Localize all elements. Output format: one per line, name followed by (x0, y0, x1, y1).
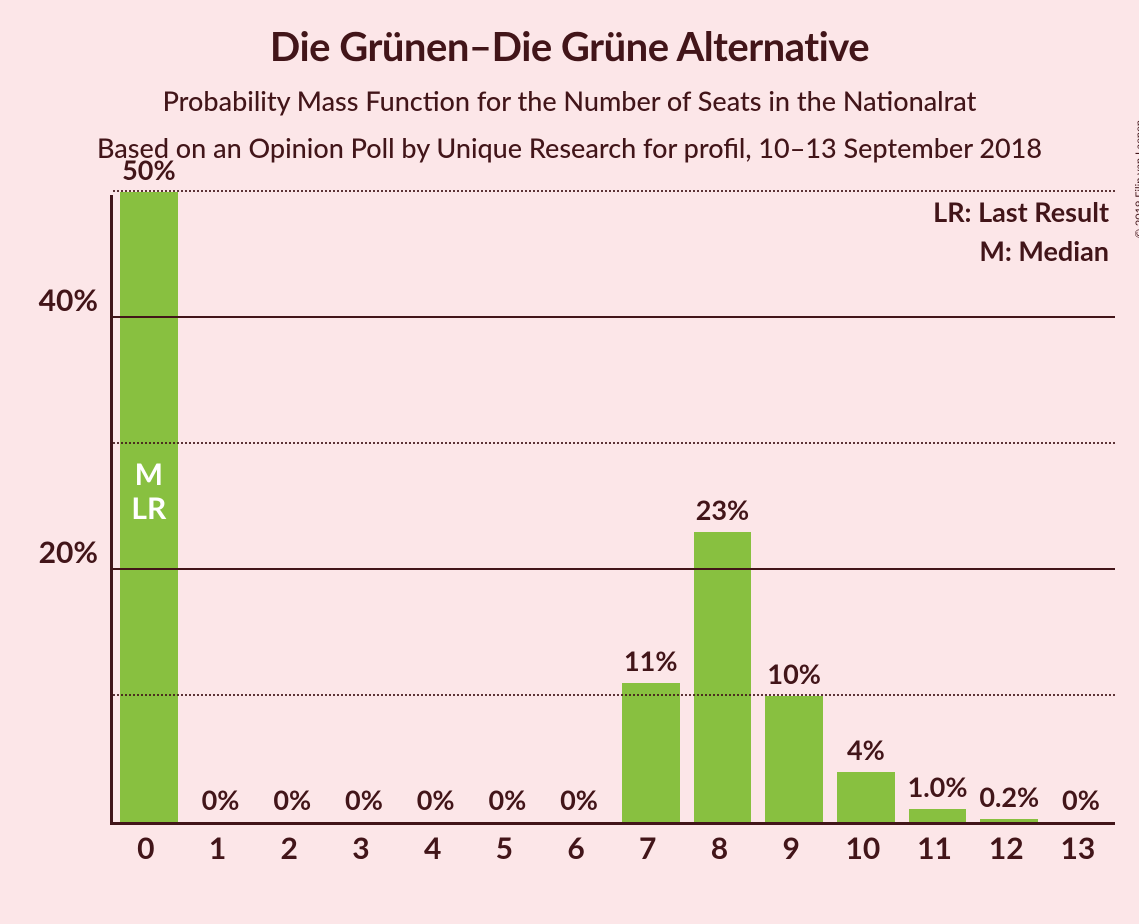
bar-slot: 0% (400, 192, 472, 822)
bar-slot: 0.2% (973, 192, 1045, 822)
bar-slot: 0% (543, 192, 615, 822)
x-tick-label: 8 (684, 830, 756, 866)
x-tick-label: 13 (1042, 830, 1114, 866)
x-tick-label: 4 (397, 830, 469, 866)
bar-slot: 0% (256, 192, 328, 822)
bar-slot: 11% (615, 192, 687, 822)
x-tick-label: 11 (899, 830, 971, 866)
x-tick-label: 3 (325, 830, 397, 866)
in-bar-marker: MLR (113, 457, 185, 526)
x-tick-label: 10 (827, 830, 899, 866)
x-tick-label: 5 (469, 830, 541, 866)
bar-slot: 10% (758, 192, 830, 822)
bar-value-label: 0% (1038, 783, 1124, 822)
bar (980, 819, 1038, 822)
bar-slot: 50%MLR (113, 192, 185, 822)
bar-value-label: 4% (823, 733, 909, 772)
chart-area: 20%40% 50%MLR0%0%0%0%0%0%11%23%10%4%1.0%… (30, 195, 1115, 895)
plot-area: 50%MLR0%0%0%0%0%0%11%23%10%4%1.0%0.2%0% (110, 195, 1115, 825)
gridline-minor (113, 442, 1115, 444)
copyright-text: © 2019 Filip van Laenen (1133, 120, 1139, 238)
gridline-major (113, 568, 1115, 570)
y-tick-label: 20% (39, 534, 98, 570)
bar (837, 772, 895, 822)
x-tick-label: 1 (182, 830, 254, 866)
bar-value-label: 50% (106, 153, 192, 192)
x-tick-label: 0 (110, 830, 182, 866)
bar (909, 809, 967, 822)
x-tick-label: 7 (612, 830, 684, 866)
chart-title: Die Grünen–Die Grüne Alternative (0, 22, 1139, 70)
bar (622, 683, 680, 822)
bar-slot: 4% (830, 192, 902, 822)
bar-value-label: 23% (679, 493, 765, 532)
x-tick-label: 6 (540, 830, 612, 866)
chart-subtitle-1: Probability Mass Function for the Number… (0, 84, 1139, 117)
bar-slot: 0% (472, 192, 544, 822)
bar-value-label: 11% (608, 644, 694, 683)
bar (694, 532, 752, 822)
bars-container: 50%MLR0%0%0%0%0%0%11%23%10%4%1.0%0.2%0% (113, 195, 1115, 822)
gridline-minor (113, 694, 1115, 696)
y-tick-label: 40% (39, 282, 98, 318)
bar-slot: 1.0% (902, 192, 974, 822)
x-tick-label: 2 (253, 830, 325, 866)
x-tick-label: 12 (970, 830, 1042, 866)
chart-titles: Die Grünen–Die Grüne Alternative Probabi… (0, 0, 1139, 164)
bar-slot: 0% (328, 192, 400, 822)
gridline-major (113, 316, 1115, 318)
x-tick-label: 9 (755, 830, 827, 866)
bar (765, 696, 823, 822)
y-axis: 20% 40% (30, 195, 110, 825)
bar-slot: 0% (1045, 192, 1117, 822)
bar-slot: 0% (185, 192, 257, 822)
bar-value-label: 10% (751, 657, 837, 696)
bar-slot: 23% (687, 192, 759, 822)
bar-value-label: 0% (536, 783, 622, 822)
gridline-minor (113, 190, 1115, 192)
